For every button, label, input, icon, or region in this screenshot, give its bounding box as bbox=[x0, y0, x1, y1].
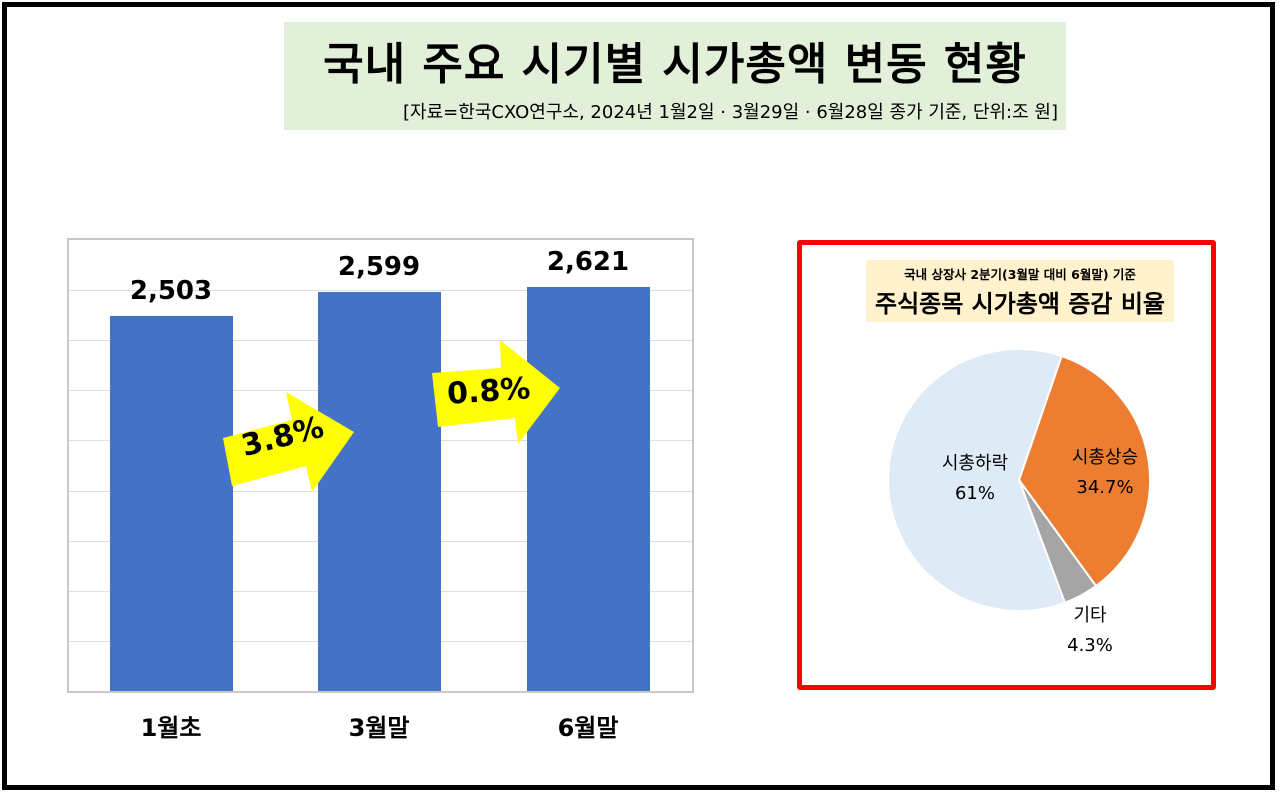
bar-jan bbox=[110, 316, 233, 691]
bar-jun bbox=[527, 287, 650, 691]
pie-label-other-value: 4.3% bbox=[1067, 635, 1113, 656]
pie-label-up: 시총상승 34.7% bbox=[1055, 443, 1155, 503]
page-title: 국내 주요 시기별 시가총액 변동 현황 bbox=[323, 39, 1027, 90]
pie-label-other-name: 기타 bbox=[1073, 605, 1107, 626]
pie-label-down: 시총하락 61% bbox=[920, 449, 1030, 509]
bar-chart-plot-area bbox=[67, 238, 694, 693]
pie-label-down-value: 61% bbox=[954, 483, 995, 504]
category-label: 3월말 bbox=[348, 714, 410, 742]
pie-title-banner: 국내 상장사 2분기(3월말 대비 6월말) 기준 주식종목 시가총액 증감 비… bbox=[866, 260, 1174, 322]
category-label: 6월말 bbox=[557, 714, 619, 742]
bar-mar bbox=[318, 292, 441, 691]
bar-value-label: 2,621 bbox=[546, 247, 630, 277]
title-banner: 국내 주요 시기별 시가총액 변동 현황 [자료=한국CXO연구소, 2024년… bbox=[284, 22, 1066, 130]
source-note: [자료=한국CXO연구소, 2024년 1월2일 · 3월29일 · 6월28일… bbox=[403, 102, 1058, 123]
pie-subtitle: 국내 상장사 2분기(3월말 대비 6월말) 기준 bbox=[904, 267, 1136, 282]
growth-rate-label: 0.8% bbox=[446, 371, 532, 412]
pie-label-up-value: 34.7% bbox=[1076, 477, 1134, 498]
growth-arrow-icon bbox=[432, 340, 560, 444]
bar-value-label: 2,599 bbox=[337, 252, 421, 282]
category-label: 1월초 bbox=[140, 714, 202, 742]
growth-arrow-icon bbox=[223, 392, 354, 492]
pie-label-down-name: 시총하락 bbox=[941, 453, 1009, 474]
gridline bbox=[69, 290, 692, 291]
pie-label-other: 기타 4.3% bbox=[1040, 601, 1140, 661]
pie-title: 주식종목 시가총액 증감 비율 bbox=[874, 290, 1166, 318]
bar-value-label: 2,503 bbox=[129, 276, 213, 306]
pie-label-up-name: 시총상승 bbox=[1071, 447, 1139, 468]
